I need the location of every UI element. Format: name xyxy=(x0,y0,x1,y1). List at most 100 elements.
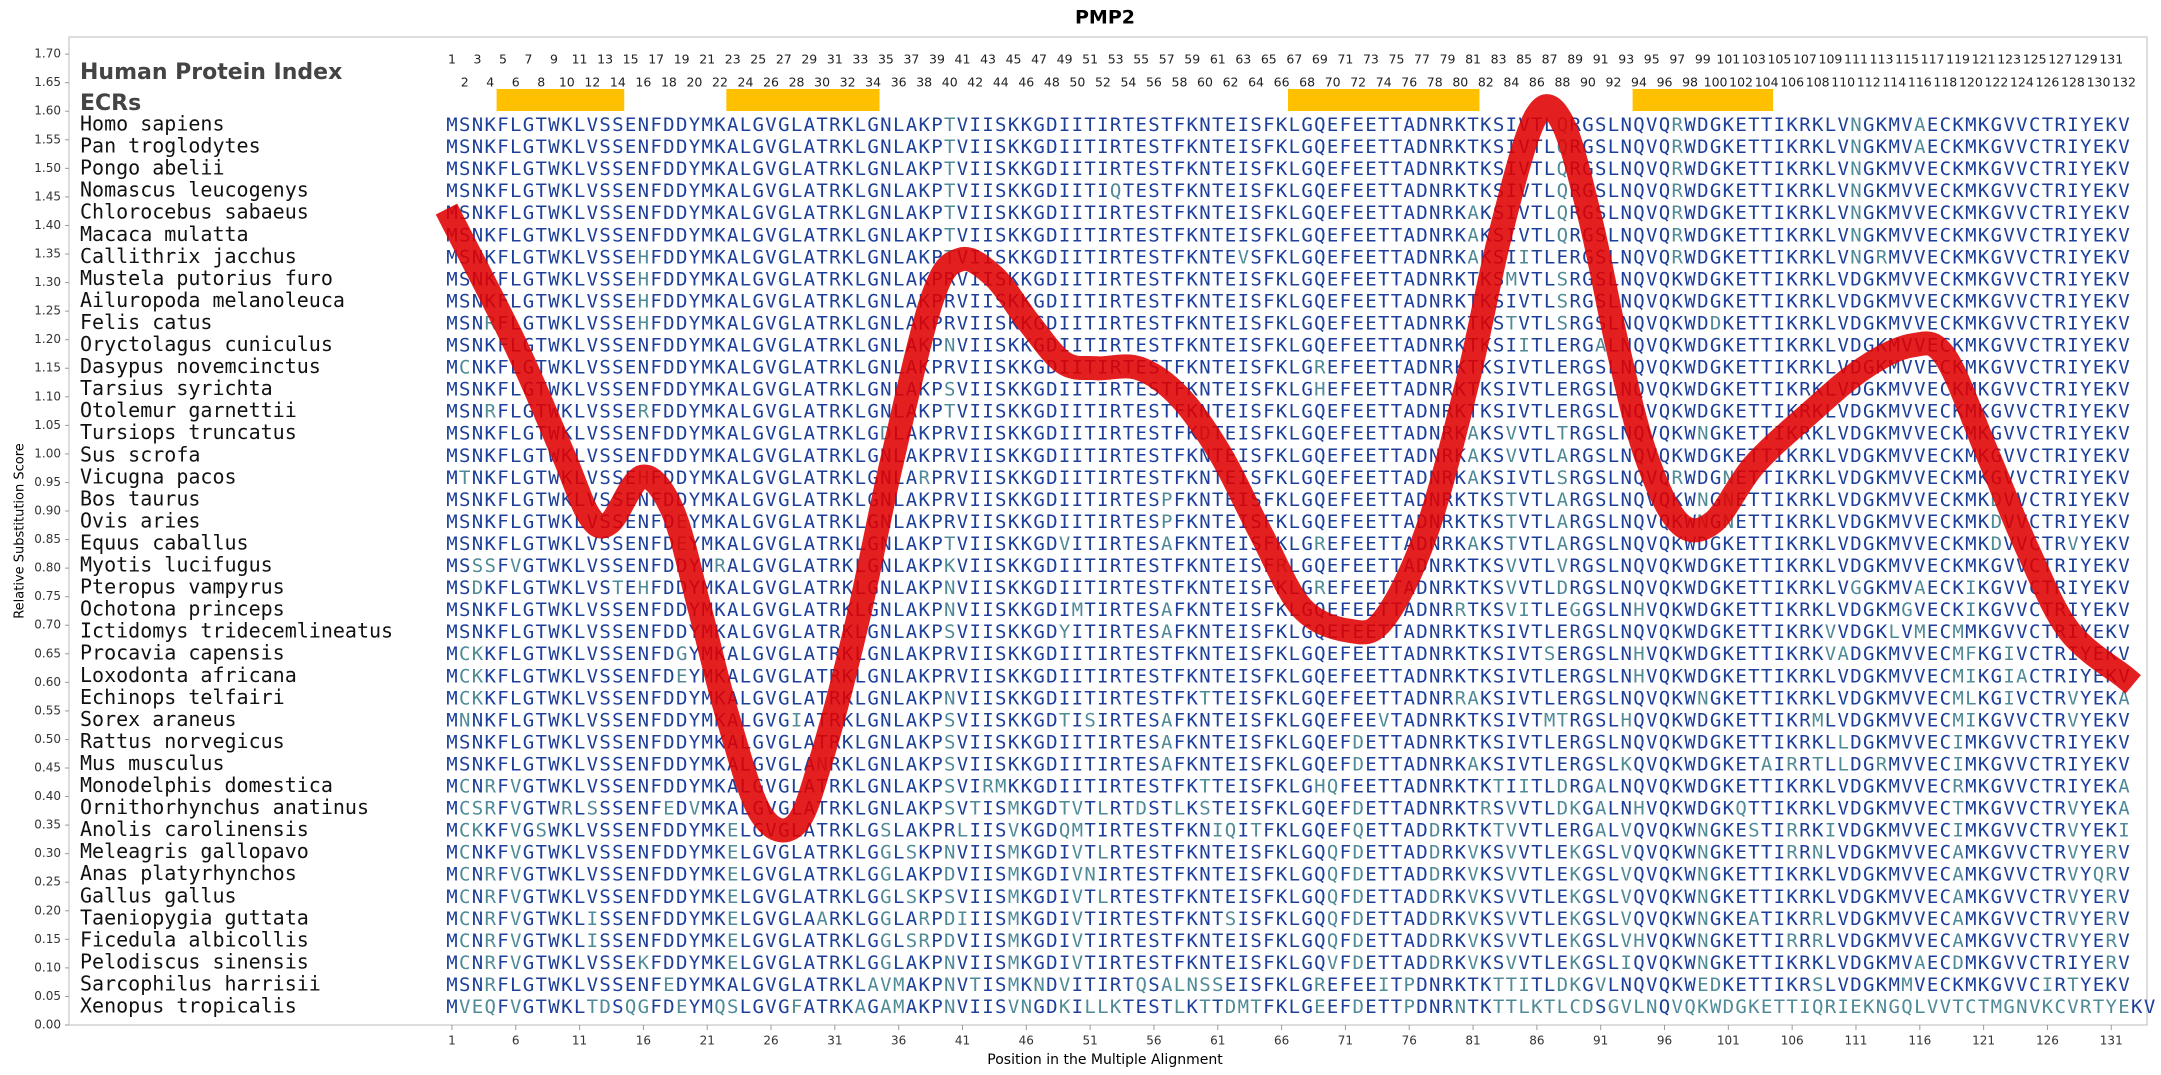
y-tick-label: 1.40 xyxy=(34,218,61,232)
position-index: 66 xyxy=(1274,75,1290,90)
sequence: MSNKFLGTWKLVSSENFDDYMKALGVGLANRKLGNLAKPS… xyxy=(446,753,2130,775)
position-index: 58 xyxy=(1172,75,1188,90)
position-index: 89 xyxy=(1567,52,1583,67)
species-name: Taeniopygia guttata xyxy=(80,905,309,929)
position-index: 43 xyxy=(980,52,996,67)
sequence: MSSSFVGTWKLVSSENFDDYMRALGVGLATRKLGNLAKPK… xyxy=(446,555,2130,577)
sequence: MTNKFLGTWKLVSSEHFDDYMKALGVGLATRKLGNLARPR… xyxy=(446,466,2130,488)
position-index: 129 xyxy=(2074,52,2098,67)
y-tick-label: 1.50 xyxy=(34,161,61,175)
sequence: MVEQFVGTWKLTDSQGFDEYMQSLGVGFATRKAGAMAKPN… xyxy=(446,996,2155,1018)
x-tick-label: 91 xyxy=(1593,1034,1608,1048)
species-name: Chlorocebus sabaeus xyxy=(80,200,309,224)
position-index: 108 xyxy=(1806,75,1830,90)
position-index: 92 xyxy=(1606,75,1622,90)
ecr-label: ECRs xyxy=(80,91,141,116)
position-index: 103 xyxy=(1742,52,1766,67)
y-tick-label: 0.65 xyxy=(34,646,61,660)
position-index: 16 xyxy=(635,75,651,90)
position-index: 114 xyxy=(1882,75,1906,90)
position-index: 60 xyxy=(1197,75,1213,90)
species-name: Xenopus tropicalis xyxy=(80,994,297,1018)
species-name: Loxodonta africana xyxy=(80,663,297,687)
position-index: 128 xyxy=(2061,75,2085,90)
position-index: 96 xyxy=(1657,75,1673,90)
position-index: 101 xyxy=(1716,52,1740,67)
position-index: 76 xyxy=(1401,75,1417,90)
position-index: 97 xyxy=(1669,52,1685,67)
species-name: Callithrix jacchus xyxy=(80,244,297,268)
position-index: 27 xyxy=(776,52,792,67)
sequence: MCKKFLGTWKLVSSENFDDYMKALGVGLATRKLGNLAKPN… xyxy=(446,687,2130,709)
sequence: MSNKFLGTWKLVSSEHFDDYMKALGVGLATRKLGNLAKPR… xyxy=(446,268,2130,290)
position-index: 95 xyxy=(1644,52,1660,67)
ecr-bar xyxy=(496,89,625,111)
position-index: 130 xyxy=(2087,75,2111,90)
species-name: Pongo abelii xyxy=(80,156,225,180)
species-name: Meleagris gallopavo xyxy=(80,839,309,863)
x-tick-label: 51 xyxy=(1082,1034,1097,1048)
position-index: 32 xyxy=(840,75,856,90)
ecr-bar xyxy=(726,89,880,111)
species-name: Ficedula albicollis xyxy=(80,927,309,951)
x-tick-label: 16 xyxy=(636,1034,651,1048)
y-tick-label: 0.05 xyxy=(34,989,61,1003)
sequence: MCNRFVGTWKLVSSEKFDDYMKELGVGLATRKLGGLAKPN… xyxy=(446,951,2130,973)
sequence: MSNKFLGTWKLVSSENFDDYMKALGVGLATRKLGNLAKPT… xyxy=(446,114,2130,136)
position-index: 85 xyxy=(1516,52,1532,67)
sequence: MCNKFVGTWKLVSSENFDDYMKELGVGLATRKLGGLSKPN… xyxy=(446,841,2130,863)
position-index: 121 xyxy=(1972,52,1996,67)
species-name: Equus caballus xyxy=(80,530,249,554)
y-tick-label: 1.05 xyxy=(34,418,61,432)
sequence: MCNRFVGTWKLISSENFDDYMKELGVGLAARKLGGLARPD… xyxy=(446,907,2130,929)
x-tick-label: 71 xyxy=(1338,1034,1353,1048)
x-tick-label: 126 xyxy=(2036,1034,2059,1048)
y-tick-label: 1.10 xyxy=(34,389,61,403)
x-tick-label: 96 xyxy=(1657,1034,1672,1048)
position-index: 52 xyxy=(1095,75,1111,90)
y-tick-label: 0.70 xyxy=(34,618,61,632)
position-index: 117 xyxy=(1921,52,1945,67)
position-index: 50 xyxy=(1069,75,1085,90)
x-tick-label: 81 xyxy=(1465,1034,1480,1048)
position-index: 110 xyxy=(1831,75,1855,90)
position-index: 25 xyxy=(750,52,766,67)
x-tick-label: 11 xyxy=(572,1034,587,1048)
position-index: 8 xyxy=(537,75,545,90)
y-tick-label: 0.95 xyxy=(34,475,61,489)
species-name: Procavia capensis xyxy=(80,641,285,665)
position-index: 81 xyxy=(1465,52,1481,67)
species-name: Ictidomys tridecemlineatus xyxy=(80,619,393,643)
y-tick-label: 0.35 xyxy=(34,818,61,832)
x-tick-label: 116 xyxy=(1908,1034,1931,1048)
position-index: 106 xyxy=(1780,75,1804,90)
x-tick-label: 56 xyxy=(1146,1034,1161,1048)
position-index: 90 xyxy=(1580,75,1596,90)
x-axis-label: Position in the Multiple Alignment xyxy=(987,1052,1223,1068)
sequence: MSNKFLGTWKLVSSENFDDYMKALGVGLATRKLGDLAKPR… xyxy=(446,422,2130,444)
position-index: 131 xyxy=(2099,52,2123,67)
x-tick-label: 61 xyxy=(1210,1034,1225,1048)
x-tick-label: 21 xyxy=(700,1034,715,1048)
y-tick-label: 1.65 xyxy=(34,75,61,89)
position-index: 112 xyxy=(1857,75,1881,90)
position-index: 62 xyxy=(1223,75,1239,90)
position-index: 54 xyxy=(1120,75,1136,90)
position-index: 49 xyxy=(1057,52,1073,67)
species-name: Felis catus xyxy=(80,310,212,334)
y-tick-label: 0.25 xyxy=(34,875,61,889)
x-tick-label: 111 xyxy=(1845,1034,1868,1048)
sequence: MSNKFLGTWKLVSSENFDDYMKALGVGLATRKLGNLAKPT… xyxy=(446,136,2130,158)
species-name: Dasypus novemcinctus xyxy=(80,354,321,378)
position-index: 20 xyxy=(686,75,702,90)
sequence: MSNRFLGTWKLVSSERFDDYMKALGVGLATRKLGNLAKPT… xyxy=(446,400,2130,422)
position-index: 51 xyxy=(1082,52,1098,67)
sequence: MSNRFLGTWKLVSSEHFDDYMKALGVGLATRKLGNLAKPR… xyxy=(446,312,2130,334)
plot-frame xyxy=(68,36,2148,1026)
y-tick-label: 0.80 xyxy=(34,561,61,575)
sequence: MNNKFLGTWKLVSSENFDDYMKALGVGIATRKLGNLAKPS… xyxy=(446,709,2130,731)
species-name: Ailuropoda melanoleuca xyxy=(80,288,345,312)
species-name: Ovis aries xyxy=(80,508,200,532)
sequence: MSNKFLGTWKLVSSENFDEYMKALGVGLATRKLGNLAKPT… xyxy=(446,532,2130,554)
